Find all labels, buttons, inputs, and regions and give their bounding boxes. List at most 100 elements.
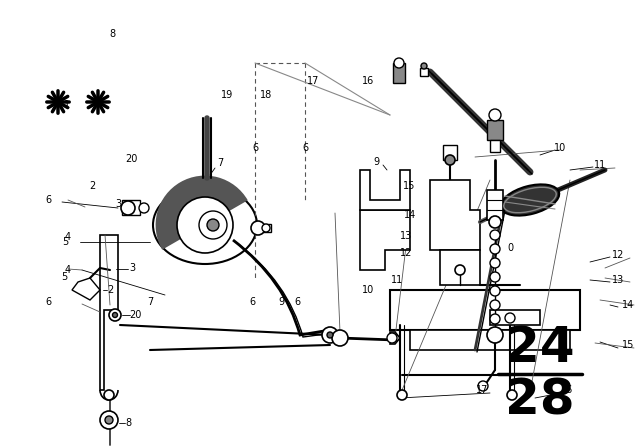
Polygon shape [100,235,118,390]
Circle shape [490,230,500,240]
Circle shape [507,390,517,400]
Polygon shape [360,170,410,210]
Text: 10: 10 [362,285,374,295]
Bar [420,68,428,76]
Text: 13: 13 [400,231,413,241]
Ellipse shape [153,186,257,264]
Circle shape [100,411,118,429]
Circle shape [445,155,455,165]
Circle shape [394,58,404,68]
Text: 6: 6 [294,297,301,306]
Circle shape [478,381,488,391]
Circle shape [490,286,500,296]
Circle shape [489,109,501,121]
Polygon shape [390,290,580,330]
Text: 0: 0 [507,243,513,253]
Text: 16: 16 [362,76,374,86]
Text: 17: 17 [476,385,488,395]
Text: 8: 8 [109,29,115,39]
Circle shape [139,203,149,213]
Circle shape [105,416,113,424]
Text: 14: 14 [403,210,416,220]
Circle shape [487,327,503,343]
Text: 14: 14 [622,300,634,310]
Text: 5: 5 [62,237,68,247]
Text: 4: 4 [65,265,71,275]
Text: 1: 1 [64,100,70,110]
Text: 8: 8 [125,418,131,428]
Circle shape [421,63,427,69]
Text: 4: 4 [64,233,70,242]
Text: 9: 9 [278,297,285,306]
Text: 2: 2 [90,181,96,191]
Text: 11: 11 [594,160,606,170]
Polygon shape [440,250,480,285]
Circle shape [490,300,500,310]
Circle shape [322,327,338,343]
Text: 5: 5 [61,272,67,282]
Bar [393,63,405,83]
Text: 24: 24 [505,324,575,372]
Circle shape [455,265,465,275]
Circle shape [387,333,397,343]
Circle shape [490,258,500,268]
Polygon shape [430,180,480,250]
Polygon shape [490,310,540,325]
Text: 18: 18 [259,90,272,100]
Text: 6: 6 [250,297,256,306]
Polygon shape [390,332,400,344]
Text: 17: 17 [307,76,320,86]
Text: 9: 9 [373,157,379,167]
Bar [487,120,503,140]
Bar [490,140,500,152]
Ellipse shape [504,187,556,213]
Text: 15: 15 [403,181,416,191]
Text: 6: 6 [302,143,308,153]
Bar [443,145,457,160]
Text: 16: 16 [561,385,573,395]
Text: 6: 6 [252,143,258,153]
Text: 3: 3 [129,263,135,273]
Text: 12: 12 [400,248,413,258]
Text: 28: 28 [505,376,575,424]
Circle shape [251,221,265,235]
Polygon shape [72,278,100,300]
Circle shape [177,197,233,253]
Circle shape [207,219,219,231]
Polygon shape [410,330,570,350]
Text: 13: 13 [612,275,624,285]
Text: 12: 12 [612,250,624,260]
Circle shape [489,216,501,228]
Bar [122,200,140,215]
Circle shape [199,211,227,239]
Text: 20: 20 [125,154,138,164]
Text: 7: 7 [217,158,223,168]
Text: 6: 6 [45,195,51,205]
Text: 15: 15 [622,340,634,350]
Text: 3: 3 [115,199,122,209]
Text: 6: 6 [45,297,51,306]
Ellipse shape [500,185,559,215]
Text: 2: 2 [107,285,113,295]
Text: 7: 7 [147,297,154,306]
Wedge shape [156,176,248,250]
Circle shape [490,244,500,254]
Bar [261,224,271,232]
Circle shape [490,314,500,324]
Text: 19: 19 [221,90,234,100]
Text: 11: 11 [390,275,403,285]
Circle shape [490,272,500,282]
Circle shape [397,390,407,400]
Circle shape [262,224,270,232]
Circle shape [104,390,114,400]
Bar [487,190,503,220]
Circle shape [332,330,348,346]
Circle shape [505,313,515,323]
Circle shape [109,309,121,321]
Circle shape [327,332,333,338]
Circle shape [113,313,118,318]
Circle shape [121,201,135,215]
Text: 20: 20 [129,310,141,320]
Polygon shape [360,210,410,270]
Text: 10: 10 [554,143,566,153]
